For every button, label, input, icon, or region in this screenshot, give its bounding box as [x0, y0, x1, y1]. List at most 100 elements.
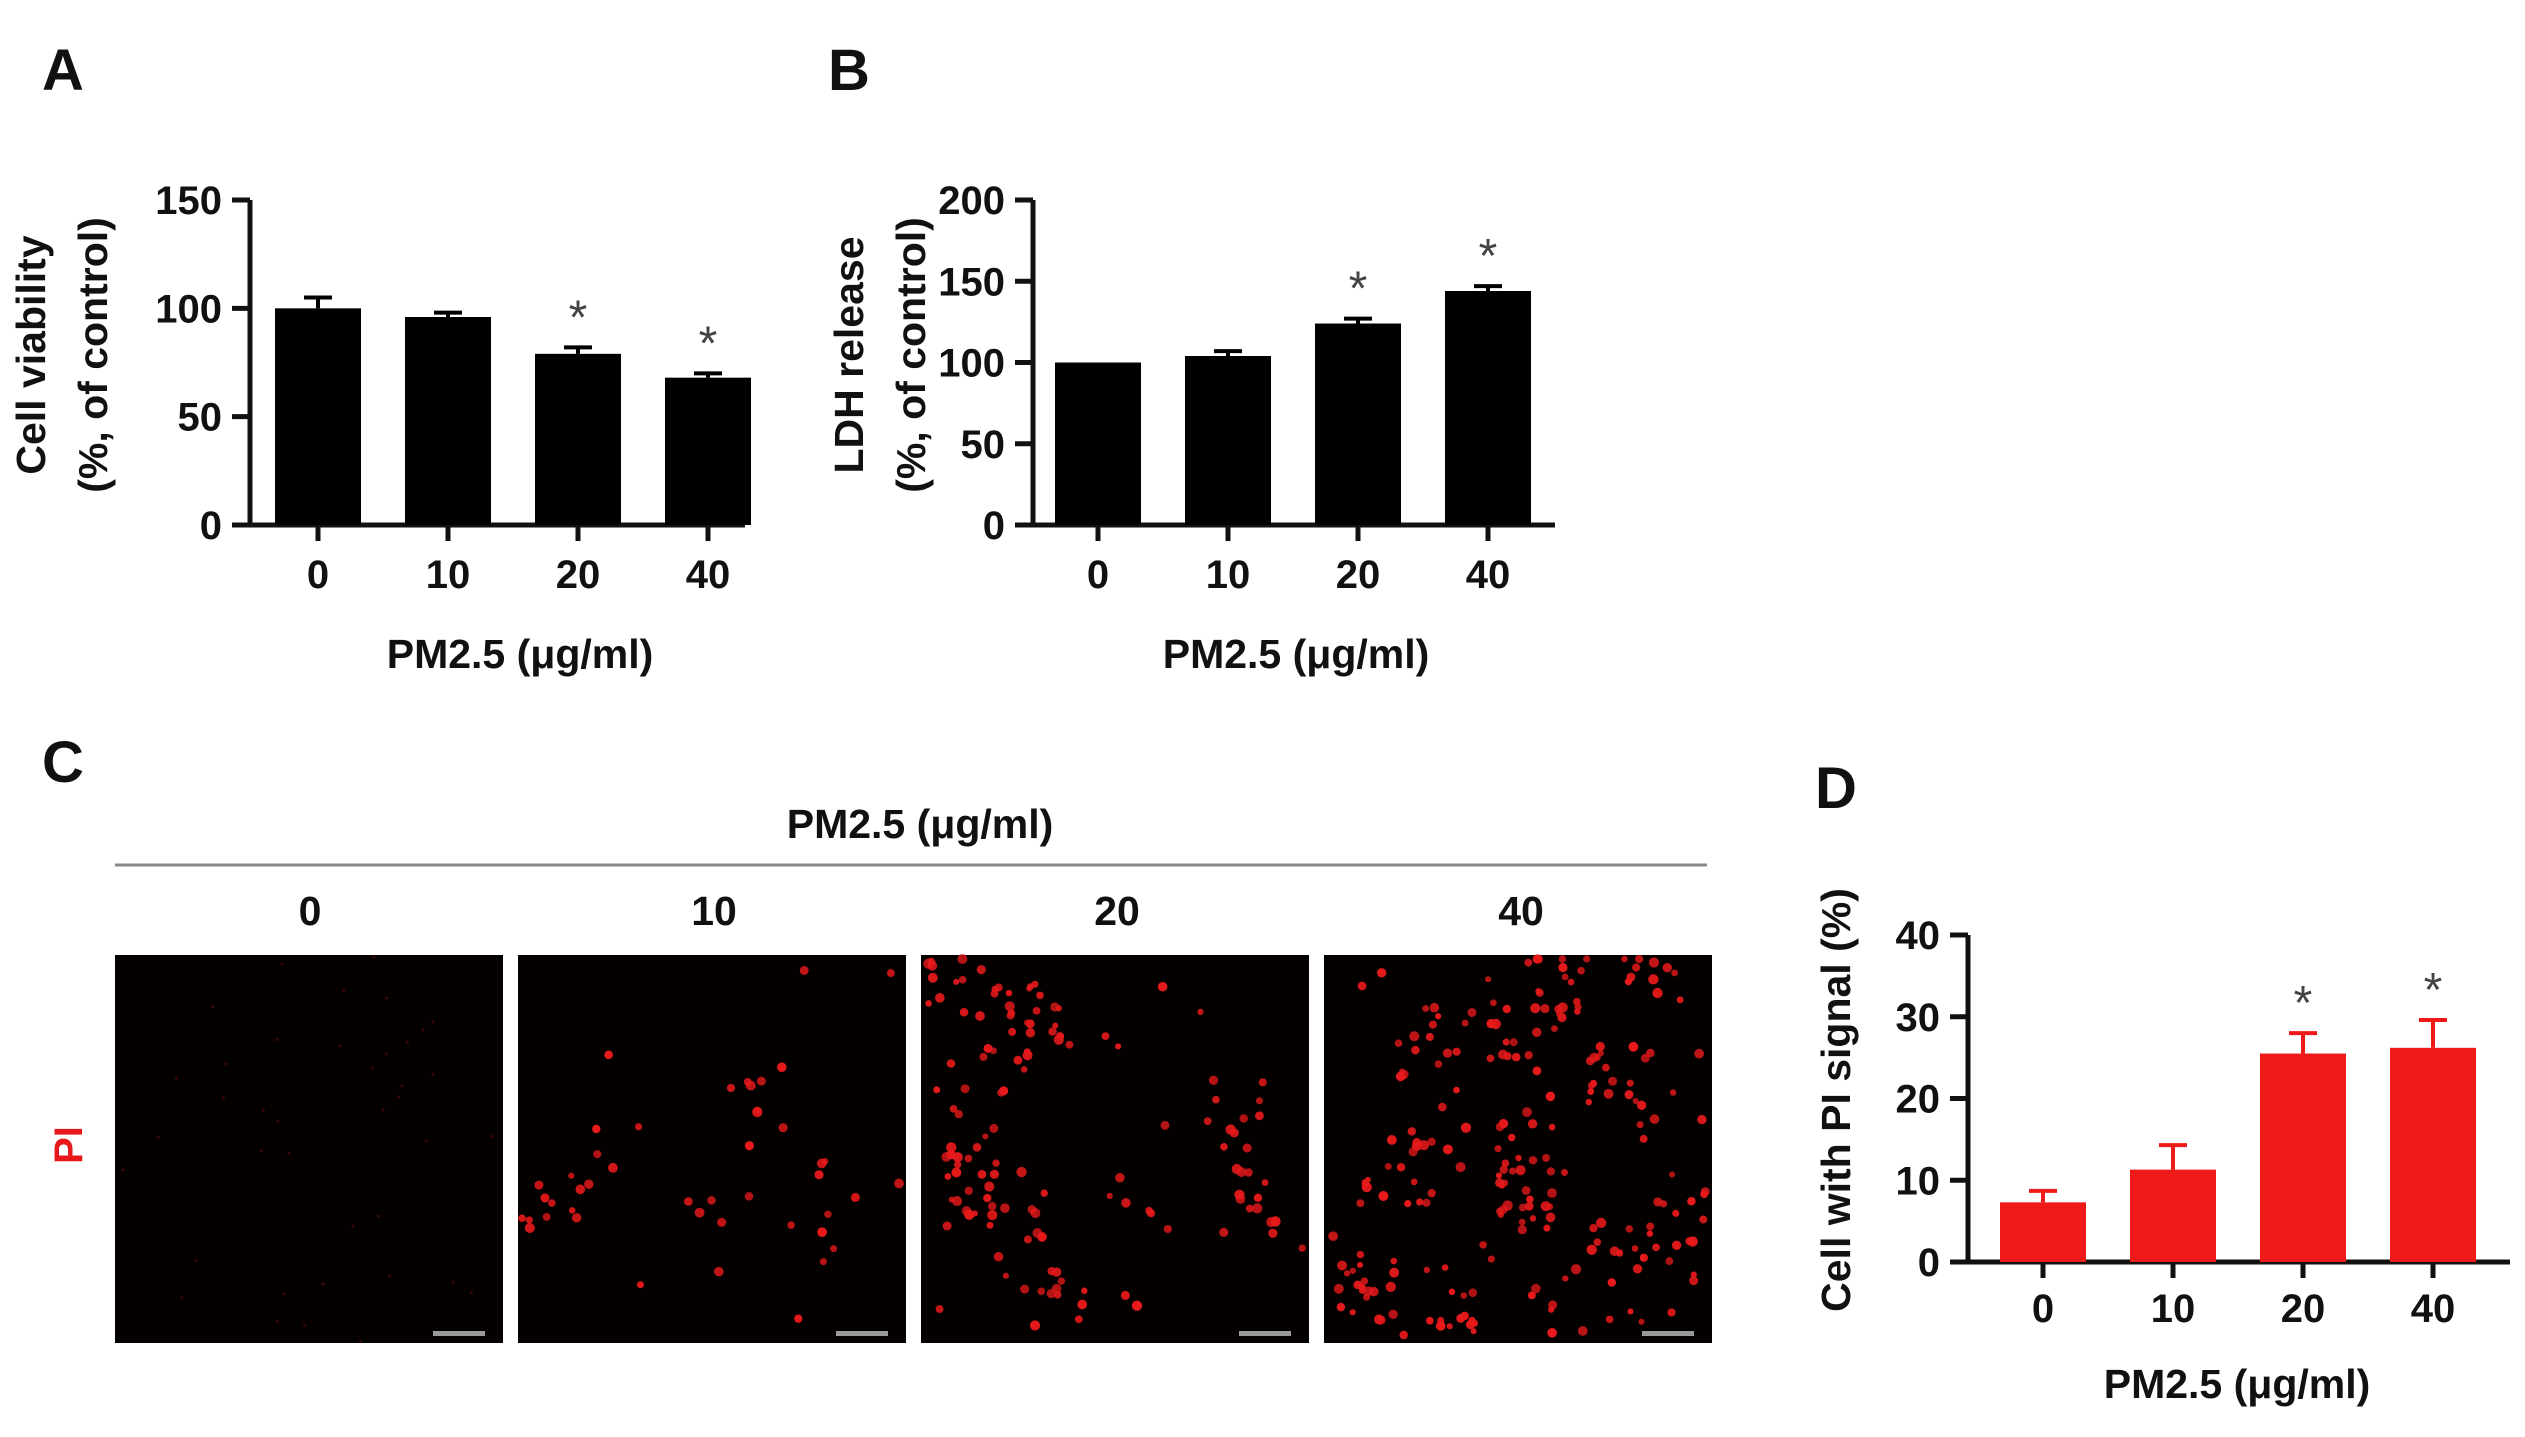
panel-label-c: C: [42, 730, 84, 795]
pi-positive-cell: [1574, 1008, 1581, 1015]
pi-positive-cell: [1453, 1086, 1460, 1094]
a-category-label: 20: [556, 553, 601, 597]
pi-positive-cell: [990, 1047, 997, 1055]
pi-positive-cell: [1652, 987, 1663, 999]
pi-positive-cell: [1490, 1018, 1501, 1030]
pi-positive-cell: [986, 1221, 994, 1229]
pi-positive-cell: [1632, 1264, 1643, 1274]
pi-positive-cell: [1589, 1052, 1599, 1063]
pi-positive-cell: [1032, 1228, 1043, 1238]
pi-positive-cell: [1002, 1272, 1009, 1279]
pi-positive-cell: [1000, 1203, 1010, 1213]
pi-positive-cell: [1404, 1199, 1412, 1208]
pi-positive-cell: [1452, 1047, 1461, 1056]
pi-positive-cell: [1470, 1328, 1477, 1335]
background-speck: [275, 1038, 279, 1042]
pi-positive-cell: [1396, 1163, 1406, 1172]
pi-positive-cell: [1527, 1119, 1538, 1129]
b-y-axis-title: LDH release: [826, 236, 872, 473]
pi-positive-cell: [954, 1160, 962, 1169]
pi-positive-cell: [1426, 1316, 1434, 1325]
b-category-label: 40: [1466, 553, 1511, 597]
pi-positive-cell: [1542, 1153, 1550, 1162]
a-significance-marker: *: [569, 291, 588, 344]
pi-positive-cell: [960, 1084, 970, 1094]
pi-positive-cell: [593, 1150, 602, 1159]
pi-positive-cell: [1055, 1005, 1062, 1012]
pi-positive-cell: [1407, 1127, 1417, 1136]
pi-positive-cell: [1593, 1238, 1602, 1246]
pi-positive-cell: [819, 1258, 827, 1266]
panel-label-a: A: [42, 38, 84, 103]
pi-positive-cell: [1632, 1098, 1639, 1105]
pi-positive-cell: [1583, 955, 1591, 963]
pi-positive-cell: [584, 1179, 594, 1190]
pi-positive-cell: [1515, 1154, 1522, 1162]
pi-positive-cell: [1422, 1198, 1431, 1207]
pi-positive-cell: [1460, 1311, 1469, 1321]
pi-positive-cell: [1609, 1246, 1620, 1256]
pi-positive-cell: [1502, 1038, 1510, 1046]
pi-positive-cell: [1646, 1230, 1654, 1237]
pi-positive-cell: [1671, 969, 1678, 977]
background-speck: [156, 1136, 160, 1140]
pi-positive-cell: [1699, 1215, 1708, 1224]
pi-positive-cell: [1270, 1216, 1281, 1227]
a-y-axis-title: (%, of control): [70, 217, 116, 493]
pi-positive-cell: [1558, 962, 1568, 973]
d-y-tick-label: 0: [1918, 1241, 1940, 1285]
pi-positive-cell: [1244, 1168, 1253, 1177]
pi-positive-cell: [1460, 1122, 1472, 1133]
panel-label-b: B: [828, 38, 870, 103]
pi-positive-cell: [743, 1077, 752, 1086]
pi-positive-cell: [1659, 1200, 1668, 1208]
pi-positive-cell: [540, 1193, 550, 1203]
pi-positive-cell: [1639, 1134, 1648, 1143]
pi-positive-cell: [1234, 1189, 1245, 1200]
pi-positive-cell: [756, 1076, 766, 1086]
pi-positive-cell: [1120, 1290, 1130, 1300]
pi-positive-cell: [964, 1154, 973, 1163]
pi-positive-cell: [1490, 999, 1497, 1007]
background-speck: [400, 1084, 404, 1088]
pi-positive-cell: [993, 1251, 1004, 1262]
pi-positive-cell: [1115, 1172, 1125, 1183]
background-speck: [322, 1282, 326, 1286]
pi-positive-cell: [946, 1059, 956, 1068]
pi-positive-cell: [1390, 1257, 1398, 1265]
pi-positive-cell: [1627, 1308, 1634, 1315]
pi-positive-cell: [1160, 1120, 1170, 1130]
pi-positive-cell: [1509, 1038, 1518, 1047]
pi-positive-cell: [944, 1173, 952, 1180]
pi-positive-cell: [634, 1123, 643, 1131]
pi-positive-cell: [987, 1209, 998, 1221]
pi-positive-cell: [1694, 1048, 1704, 1059]
pi-positive-cell: [1225, 1124, 1236, 1135]
pi-positive-cell: [1524, 1050, 1533, 1060]
micrograph-10: [518, 955, 906, 1343]
pi-positive-cell: [1442, 1048, 1453, 1058]
pi-positive-cell: [1418, 1140, 1430, 1151]
pi-positive-cell: [942, 1221, 952, 1231]
pi-positive-cell: [1208, 1075, 1219, 1085]
pi-positive-cell: [997, 1088, 1005, 1097]
background-speck: [224, 1062, 228, 1066]
pi-positive-cell: [1236, 1167, 1247, 1178]
pi-positive-cell: [989, 1123, 999, 1133]
pi-positive-cell: [1529, 1215, 1537, 1222]
pi-positive-cell: [1356, 1199, 1365, 1208]
pi-positive-cell: [1328, 1231, 1338, 1242]
pi-positive-cell: [925, 1000, 932, 1007]
chart-b-ldh-release: 0 50 100 150 200 0 10 * 20 * 40 PM2.5 (μg/ml) LDH re…: [826, 179, 1555, 677]
pi-positive-cell: [1649, 1114, 1660, 1124]
b-category-label: 20: [1336, 553, 1381, 597]
pi-positive-cell: [824, 1210, 832, 1218]
pi-positive-cell: [608, 1162, 618, 1173]
pi-positive-cell: [794, 1314, 803, 1323]
pi-positive-cell: [816, 1158, 827, 1169]
b-bar: [1315, 323, 1401, 525]
pi-positive-cell: [1621, 955, 1628, 963]
b-category-label: 10: [1206, 553, 1251, 597]
pi-positive-cell: [953, 978, 960, 985]
pi-positive-cell: [1074, 1315, 1083, 1324]
